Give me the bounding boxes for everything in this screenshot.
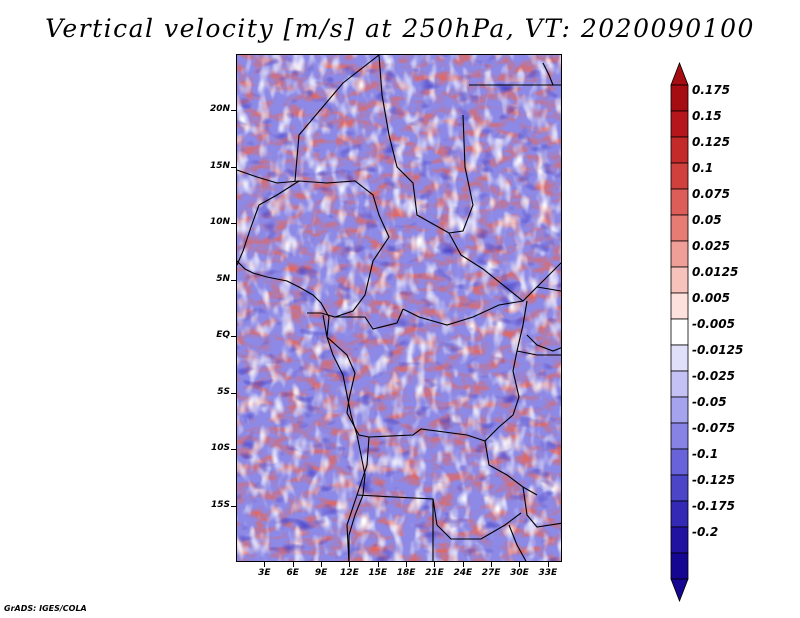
- lat-tick-mark: [231, 449, 236, 451]
- lon-tick-label: 3E: [258, 568, 271, 578]
- lon-tick-mark: [264, 562, 266, 567]
- colorbar-swatch: [670, 136, 689, 164]
- coastline: [237, 62, 561, 561]
- colorbar-level-label: 0.175: [692, 83, 730, 97]
- lon-tick-mark: [292, 562, 294, 567]
- colorbar-swatch: [670, 422, 689, 450]
- lon-tick-label: 15E: [368, 568, 388, 578]
- colorbar-level-label: -0.2: [692, 525, 719, 539]
- colorbar-swatch: [670, 266, 689, 294]
- colorbar-swatch: [670, 162, 689, 190]
- colorbar-swatch: [670, 240, 689, 268]
- lon-tick-mark: [406, 562, 408, 567]
- lat-tick-mark: [231, 223, 236, 225]
- vertical-velocity-field: [237, 55, 561, 561]
- lat-tick-mark: [231, 166, 236, 168]
- colorbar-level-label: 0.005: [692, 291, 730, 305]
- lon-tick-label: 21E: [425, 568, 444, 578]
- colorbar-swatch: [670, 448, 689, 476]
- lon-tick-label: 12E: [340, 568, 359, 578]
- colorbar-level-label: -0.075: [692, 421, 735, 435]
- colorbar-swatch: [670, 396, 689, 424]
- colorbar-level-label: 0.1: [692, 161, 714, 175]
- lon-tick-label: 27E: [481, 568, 501, 578]
- lon-tick-mark: [321, 562, 323, 567]
- lat-tick-mark: [231, 110, 236, 112]
- colorbar-swatch: [670, 552, 689, 580]
- lat-tick-label: 5N: [216, 273, 230, 284]
- colorbar-level-label: 0.15: [692, 109, 722, 123]
- colorbar-level-label: -0.025: [692, 369, 735, 383]
- colorbar-swatch: [670, 318, 689, 346]
- lat-tick-mark: [231, 505, 236, 507]
- country-borders: [237, 55, 561, 561]
- lat-tick-label: EQ: [216, 330, 230, 341]
- colorbar-bottom-arrow: [670, 578, 689, 603]
- lat-tick-label: 15N: [209, 160, 230, 171]
- lon-tick-label: 18E: [396, 568, 416, 578]
- colorbar-swatch: [670, 110, 689, 138]
- colorbar-swatch: [670, 292, 689, 320]
- lon-tick-label: 33E: [538, 568, 558, 578]
- lat-tick-mark: [231, 279, 236, 281]
- lat-tick-label: 10N: [209, 217, 230, 228]
- map-panel: [236, 54, 562, 562]
- colorbar-level-label: -0.1: [692, 447, 719, 461]
- colorbar-swatch: [670, 500, 689, 528]
- lat-tick-mark: [231, 392, 236, 394]
- lon-tick-mark: [434, 562, 436, 567]
- colorbar-level-label: -0.05: [692, 395, 727, 409]
- colorbar-level-label: 0.125: [692, 135, 730, 149]
- colorbar-swatch: [670, 84, 689, 112]
- colorbar-swatch: [670, 370, 689, 398]
- colorbar-level-label: 0.05: [692, 213, 722, 227]
- lon-tick-label: 24E: [453, 568, 473, 578]
- lat-tick-label: 10S: [210, 443, 230, 454]
- colorbar-swatch: [670, 214, 689, 242]
- lon-tick-label: 9E: [314, 568, 328, 578]
- colorbar-level-label: 0.025: [692, 239, 730, 253]
- field-downdraft-pattern: [237, 55, 561, 561]
- colorbar-level-label: 0.075: [692, 187, 730, 201]
- colorbar-swatch: [670, 344, 689, 372]
- lon-tick-mark: [519, 562, 521, 567]
- lon-tick-mark: [547, 562, 549, 567]
- lon-tick-mark: [462, 562, 464, 567]
- grads-credit: GrADS: IGES/COLA: [4, 604, 87, 613]
- colorbar-level-label: -0.0125: [692, 343, 744, 357]
- colorbar-swatch: [670, 188, 689, 216]
- colorbar-swatch: [670, 474, 689, 502]
- lat-tick-label: 20N: [209, 104, 230, 115]
- lon-tick-mark: [349, 562, 351, 567]
- colorbar-level-label: -0.125: [692, 473, 735, 487]
- lon-tick-mark: [377, 562, 379, 567]
- lat-tick-label: 5S: [217, 386, 230, 397]
- colorbar-top-arrow: [670, 61, 689, 86]
- lon-tick-label: 6E: [286, 568, 299, 578]
- lat-tick-label: 15S: [210, 499, 230, 510]
- colorbar-level-label: -0.005: [692, 317, 735, 331]
- colorbar-level-label: 0.0125: [692, 265, 739, 279]
- colorbar-swatch: [670, 526, 689, 554]
- lat-tick-mark: [231, 336, 236, 338]
- lon-tick-mark: [491, 562, 493, 567]
- colorbar-level-label: -0.175: [692, 499, 735, 513]
- chart-title: Vertical velocity [m/s] at 250hPa, VT: 2…: [45, 14, 755, 43]
- lon-tick-label: 30E: [510, 568, 529, 578]
